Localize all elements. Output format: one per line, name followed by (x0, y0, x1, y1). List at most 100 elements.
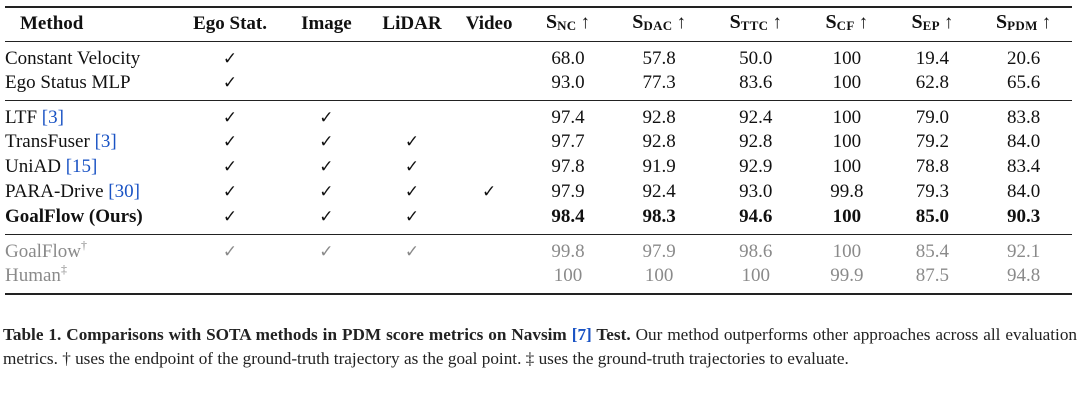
ttc-score-cell: 92.9 (739, 156, 773, 177)
cf-score-cell: 100 (832, 71, 862, 93)
checkmark-icon: ✓ (319, 107, 334, 128)
citation-link[interactable]: [30] (108, 181, 140, 202)
ttc-score-cell: 100 (741, 264, 770, 286)
header-video: Video (465, 13, 513, 35)
lidar-cell (371, 264, 453, 294)
dac-score-cell: 98.3 (642, 205, 676, 227)
method-name: UniAD (5, 156, 66, 177)
ego-status-cell: ✓ (178, 180, 282, 205)
header-method: Method (20, 13, 84, 35)
method-name: PARA-Drive (5, 181, 109, 202)
method-name: Ego Status MLP (5, 71, 131, 93)
footnote-mark: ‡ (60, 261, 67, 276)
pdm-score-cell: 84.0 (1006, 181, 1041, 202)
ttc-score-cell: 50.0 (739, 47, 773, 69)
cf-score-cell: 100 (832, 156, 862, 177)
ttc-score-cell: 83.6 (739, 71, 773, 93)
checkmark-icon: ✓ (222, 107, 238, 128)
method-name: Constant Velocity (5, 47, 141, 69)
metric-letter: S (632, 11, 644, 34)
image-cell: ✓ (282, 180, 371, 205)
ep-score-cell: 78.8 (915, 156, 950, 177)
metric-subscript: NC (557, 18, 577, 34)
caption-citation-link[interactable]: [7] (571, 325, 592, 344)
table-caption: Table 1. Comparisons with SOTA methods i… (3, 323, 1077, 371)
metric-subscript: EP (922, 18, 940, 34)
lidar-cell: ✓ (371, 180, 453, 205)
nc-score-cell: 68.0 (551, 47, 585, 69)
citation-link[interactable]: [3] (94, 131, 117, 152)
caption-text-1: Our method outperforms other approaches … (3, 325, 1078, 368)
checkmark-icon: ✓ (222, 206, 238, 227)
image-cell: ✓ (282, 205, 371, 235)
method-name-cell: UniAD [15] (5, 155, 178, 180)
ego-status-cell: ✓ (178, 234, 282, 264)
table-row: UniAD [15] ✓ ✓ ✓ 97.8 91.9 92.9 100 78.8 83.4 (5, 155, 1072, 180)
metric-subscript: PDM (1007, 18, 1038, 34)
metric-letter: S (996, 11, 1008, 34)
metric-letter: S (545, 11, 558, 34)
caption-title-text: Comparisons with SOTA methods in PDM sco… (66, 325, 572, 344)
video-cell (453, 205, 525, 235)
metric-letter: S (911, 11, 923, 34)
metric-subscript: TTC (740, 18, 769, 34)
table-row: TransFuser [3] ✓ ✓ ✓ 97.7 92.8 92.8 100 79.2 84.0 (5, 130, 1072, 155)
video-cell (453, 71, 525, 101)
caption-title-end: Test. (591, 325, 631, 344)
ttc-score-cell: 98.6 (739, 240, 773, 262)
method-name: LTF (5, 106, 42, 128)
checkmark-icon: ✓ (404, 241, 420, 262)
nc-score-cell: 100 (553, 264, 583, 286)
citation-link[interactable]: [3] (41, 106, 64, 128)
caption-text-2: uses the endpoint of the ground-truth tr… (70, 349, 526, 368)
pdm-score-cell: 20.6 (1006, 47, 1041, 69)
lidar-cell: ✓ (371, 234, 453, 264)
lidar-cell (371, 41, 453, 71)
header-metric-cf: SCF ↑ (804, 7, 890, 41)
caption-label: Table 1. (3, 325, 62, 344)
dagger-mark: † (62, 349, 71, 368)
video-cell (453, 41, 525, 71)
ego-status-cell: ✓ (178, 155, 282, 180)
ego-status-cell: ✓ (178, 205, 282, 235)
image-cell: ✓ (282, 100, 371, 130)
checkmark-icon: ✓ (319, 241, 334, 262)
pdm-score-cell: 94.8 (1006, 264, 1041, 286)
nc-score-cell: 97.4 (551, 106, 585, 128)
checkmark-icon: ✓ (222, 182, 238, 202)
checkmark-icon: ✓ (222, 72, 238, 93)
citation-link[interactable]: [15] (65, 156, 98, 177)
cf-score-cell: 99.8 (830, 181, 864, 202)
header-metric-nc: SNC ↑ (525, 7, 611, 41)
ego-status-cell: ✓ (178, 100, 282, 130)
up-arrow-icon: ↑ (580, 12, 590, 34)
ego-status-cell (178, 264, 282, 294)
header-lidar: LiDAR (382, 13, 442, 35)
cf-score-cell: 100 (832, 240, 862, 262)
image-cell: ✓ (282, 234, 371, 264)
method-name: GoalFlow (Ours) (5, 205, 143, 227)
nc-score-cell: 97.9 (551, 181, 585, 202)
image-cell: ✓ (282, 155, 371, 180)
ego-status-cell: ✓ (178, 71, 282, 101)
video-cell (453, 130, 525, 155)
checkmark-icon: ✓ (222, 132, 238, 152)
checkmark-icon: ✓ (319, 182, 334, 202)
nc-score-cell: 99.8 (551, 240, 585, 262)
method-name-cell: LTF [3] (5, 100, 178, 130)
up-arrow-icon: ↑ (772, 12, 782, 34)
image-cell: ✓ (282, 130, 371, 155)
lidar-cell (371, 71, 453, 101)
up-arrow-icon: ↑ (943, 12, 954, 34)
dac-score-cell: 92.8 (642, 131, 676, 152)
metric-subscript: CF (836, 18, 855, 34)
table-body: Constant Velocity ✓ 68.0 57.8 50.0 100 19.4 20.… (5, 41, 1072, 294)
method-name-cell: GoalFlow (Ours) (5, 205, 178, 235)
caption-title: Comparisons with SOTA methods in PDM sco… (66, 325, 630, 344)
image-cell (282, 41, 371, 71)
ep-score-cell: 79.3 (915, 181, 950, 202)
table-row: Ego Status MLP ✓ 93.0 77.3 83.6 100 62.8 65.6 (5, 71, 1072, 101)
metric-letter: S (825, 11, 837, 34)
ep-score-cell: 87.5 (915, 264, 950, 286)
